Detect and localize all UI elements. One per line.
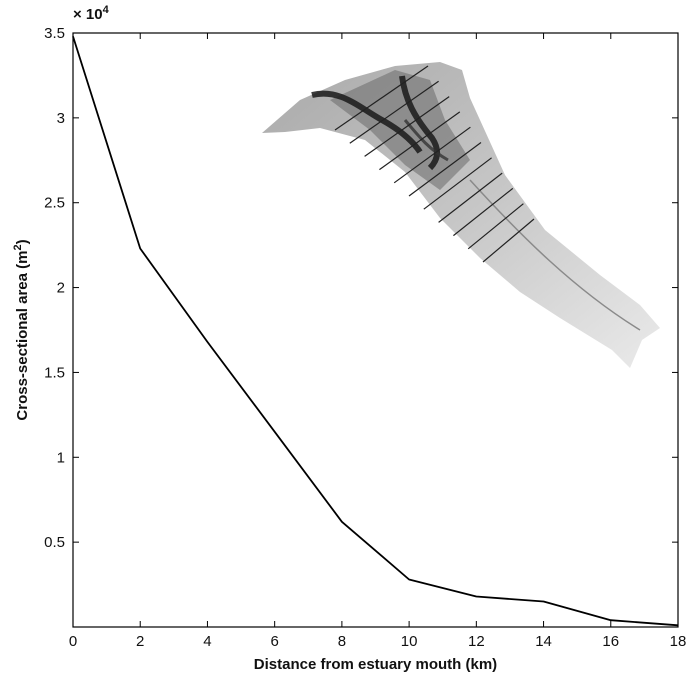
x-tick-label: 0 [69, 633, 77, 650]
y-tick-label: 1.5 [44, 364, 65, 381]
x-tick-label: 10 [401, 633, 418, 650]
plot-area-frame [72, 32, 679, 628]
y-axis-title: Cross-sectional area (m2) [12, 239, 31, 420]
x-tick-label: 14 [535, 633, 552, 650]
x-tick-label: 18 [670, 633, 687, 650]
x-tick-label: 4 [203, 633, 211, 650]
y-tick-label: 1 [57, 449, 65, 466]
y-tick-label: 0.5 [44, 534, 65, 551]
x-axis-title: Distance from estuary mouth (km) [254, 656, 497, 673]
series-line [72, 36, 679, 627]
x-tick-label: 16 [602, 633, 619, 650]
x-tick-label: 12 [468, 633, 485, 650]
y-axis-multiplier: × 104 [73, 4, 110, 23]
x-tick-label: 8 [338, 633, 346, 650]
y-tick-label: 2 [57, 280, 65, 297]
y-tick-label: 3.5 [44, 25, 65, 42]
x-tick-label: 6 [270, 633, 278, 650]
y-tick-label: 3 [57, 110, 65, 127]
estuary-inset-map [262, 62, 660, 368]
x-tick-label: 2 [136, 633, 144, 650]
y-tick-label: 2.5 [44, 195, 65, 212]
